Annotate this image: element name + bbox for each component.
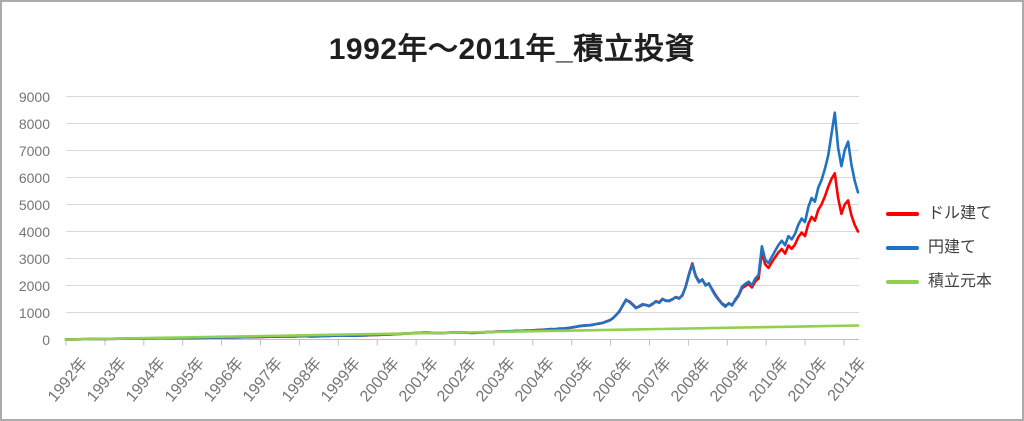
y-axis-label: 8000 xyxy=(18,115,50,132)
y-axis-label: 2000 xyxy=(18,277,50,294)
legend-label-yen: 円建て xyxy=(928,239,977,256)
y-axis-label: 7000 xyxy=(18,142,50,159)
y-axis-label: 5000 xyxy=(18,196,50,213)
series-principal-line xyxy=(64,324,860,341)
legend-swatch-yen xyxy=(886,245,919,250)
y-axis-label: 3000 xyxy=(18,250,50,267)
series-dollar-line xyxy=(64,172,860,341)
chart-title: 1992年～2011年_積立投資 xyxy=(328,33,696,66)
y-axis-label: 0 xyxy=(42,331,50,348)
y-axis-label: 6000 xyxy=(18,169,50,186)
y-axis-label: 4000 xyxy=(18,223,50,240)
series-yen-line xyxy=(64,111,860,341)
legend-label-principal: 積立元本 xyxy=(928,273,993,290)
legend-item-principal: 積立元本 xyxy=(886,272,992,291)
legend: ドル建て円建て積立元本 xyxy=(886,204,992,291)
legend-swatch-dollar xyxy=(886,211,919,216)
legend-item-yen: 円建て xyxy=(886,238,992,257)
y-axis-label: 9000 xyxy=(18,88,50,105)
legend-label-dollar: ドル建て xyxy=(928,205,993,222)
legend-item-dollar: ドル建て xyxy=(886,204,992,223)
legend-swatch-principal xyxy=(886,279,919,284)
x-axis-label: 2011年 xyxy=(802,351,869,405)
y-axis-label: 1000 xyxy=(18,304,50,321)
